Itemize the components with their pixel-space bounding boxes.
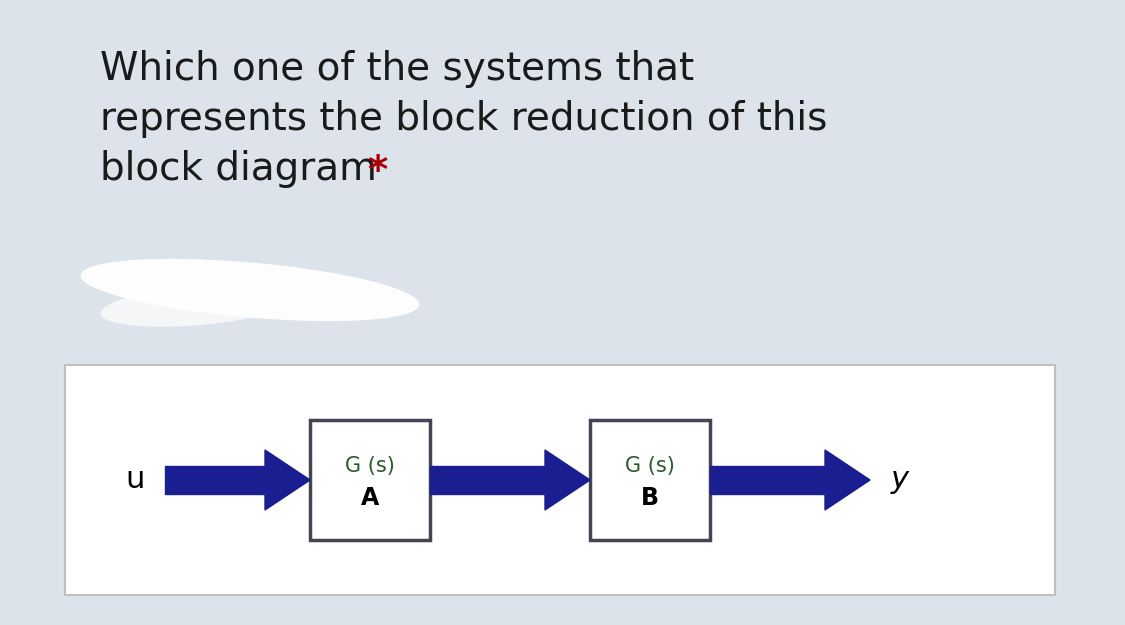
Bar bbox=[165, 466, 266, 494]
Ellipse shape bbox=[81, 259, 420, 321]
Polygon shape bbox=[544, 450, 590, 510]
FancyBboxPatch shape bbox=[65, 365, 1055, 595]
Polygon shape bbox=[825, 450, 870, 510]
Text: G (s): G (s) bbox=[626, 456, 675, 476]
Polygon shape bbox=[266, 450, 311, 510]
Ellipse shape bbox=[100, 283, 299, 327]
Text: y: y bbox=[891, 466, 909, 494]
Text: Which one of the systems that: Which one of the systems that bbox=[100, 50, 694, 88]
Text: *: * bbox=[367, 153, 387, 191]
Text: block diagram: block diagram bbox=[100, 150, 377, 188]
Text: B: B bbox=[641, 486, 659, 510]
Bar bbox=[710, 466, 825, 494]
Text: u: u bbox=[125, 466, 145, 494]
Bar bbox=[430, 466, 544, 494]
Text: represents the block reduction of this: represents the block reduction of this bbox=[100, 100, 827, 138]
FancyBboxPatch shape bbox=[590, 420, 710, 540]
FancyBboxPatch shape bbox=[310, 420, 430, 540]
Text: A: A bbox=[361, 486, 379, 510]
Text: G (s): G (s) bbox=[345, 456, 395, 476]
